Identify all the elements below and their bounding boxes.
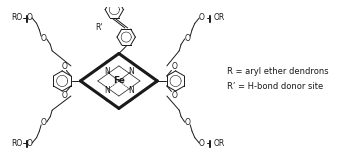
Text: O: O <box>171 91 177 100</box>
Text: O: O <box>41 34 47 43</box>
Text: Fe: Fe <box>113 76 125 85</box>
Text: N: N <box>104 86 110 95</box>
Text: OR: OR <box>214 13 225 22</box>
Text: O: O <box>62 62 68 71</box>
Text: O: O <box>171 62 177 71</box>
Text: O: O <box>184 118 190 127</box>
Text: R’ = H-bond donor site: R’ = H-bond donor site <box>227 82 323 91</box>
Text: O: O <box>198 139 204 148</box>
Text: RO: RO <box>11 139 22 148</box>
Text: O: O <box>198 13 204 22</box>
Text: N: N <box>104 67 110 76</box>
Text: OR: OR <box>214 139 225 148</box>
Text: R = aryl ether dendrons: R = aryl ether dendrons <box>227 67 328 76</box>
Text: N: N <box>128 86 134 95</box>
Text: O: O <box>41 118 47 127</box>
Text: N: N <box>128 67 134 76</box>
Text: O: O <box>26 13 32 22</box>
Text: R': R' <box>95 23 103 32</box>
Text: O: O <box>62 91 68 100</box>
Text: RO: RO <box>11 13 22 22</box>
Text: O: O <box>184 34 190 43</box>
Text: O: O <box>26 139 32 148</box>
